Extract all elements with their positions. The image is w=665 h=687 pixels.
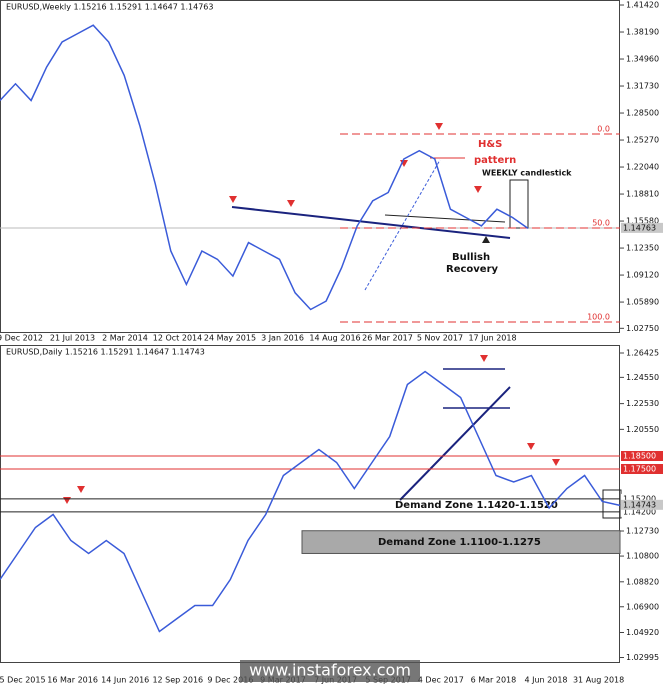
zone-label: Demand Zone 1.1100-1.1275 bbox=[378, 537, 541, 548]
y-tick-label: 1.20550 bbox=[626, 425, 659, 434]
last-price-label: 1.14763 bbox=[623, 223, 656, 232]
y-tick-label: 1.26425 bbox=[626, 348, 659, 357]
y-tick-label: 1.02995 bbox=[626, 653, 659, 662]
level-label: 1.15200 bbox=[623, 494, 656, 503]
fib-label: 50.0 bbox=[592, 218, 610, 227]
panel-title: EURUSD,Daily 1.15216 1.15291 1.14647 1.1… bbox=[6, 348, 205, 357]
y-tick-label: 1.02750 bbox=[626, 324, 659, 333]
last-price-label: 1.14743 bbox=[623, 500, 656, 509]
level-label: 1.14200 bbox=[623, 507, 656, 516]
x-tick-label: 21 Jul 2013 bbox=[50, 334, 95, 343]
watermark: www.instaforex.com bbox=[249, 661, 411, 680]
x-tick-label: 14 Jun 2016 bbox=[101, 676, 149, 685]
annotation: Recovery bbox=[446, 264, 499, 275]
y-tick-label: 1.10800 bbox=[626, 552, 659, 561]
annotation: WEEKLY candlestick bbox=[482, 169, 572, 178]
x-tick-label: 14 Aug 2016 bbox=[309, 334, 360, 343]
price-line bbox=[0, 24, 529, 311]
highlight-box bbox=[509, 179, 529, 229]
y-tick-label: 1.09120 bbox=[626, 271, 659, 280]
fib-label: 0.0 bbox=[597, 125, 610, 134]
y-tick-label: 1.31730 bbox=[626, 82, 659, 91]
panel-title: EURUSD,Weekly 1.15216 1.15291 1.14647 1.… bbox=[6, 3, 213, 12]
level-label: 1.18500 bbox=[623, 451, 656, 460]
x-tick-label: 9 Dec 2012 bbox=[0, 334, 43, 343]
arrows bbox=[63, 123, 560, 504]
x-tick-label: 17 Jun 2018 bbox=[468, 334, 516, 343]
last-price-tag bbox=[621, 499, 663, 510]
x-tick-label: 12 Sep 2016 bbox=[152, 676, 203, 685]
level-label: 1.17500 bbox=[623, 464, 656, 473]
y-tick-label: 1.22040 bbox=[626, 163, 659, 172]
x-tick-label: 15 Dec 2015 bbox=[0, 676, 46, 685]
y-tick-label: 1.18810 bbox=[626, 190, 659, 199]
x-tick-label: 26 Mar 2017 bbox=[362, 334, 413, 343]
y-tick-label: 1.38190 bbox=[626, 28, 659, 37]
annotation: Bullish bbox=[452, 252, 490, 263]
y-tick-label: 1.24550 bbox=[626, 373, 659, 382]
y-tick-label: 1.34960 bbox=[626, 55, 659, 64]
x-tick-label: 24 May 2015 bbox=[204, 334, 256, 343]
x-tick-label: 31 Aug 2018 bbox=[573, 676, 624, 685]
y-tick-label: 1.41420 bbox=[626, 1, 659, 10]
fib-label: 100.0 bbox=[587, 313, 610, 322]
price-line bbox=[0, 370, 621, 633]
y-tick-label: 1.06900 bbox=[626, 602, 659, 611]
level-tag bbox=[621, 493, 663, 504]
y-tick-label: 1.28500 bbox=[626, 109, 659, 118]
level-tag bbox=[621, 450, 663, 461]
y-tick-label: 1.15580 bbox=[626, 217, 659, 226]
x-tick-label: 6 Mar 2018 bbox=[471, 676, 517, 685]
level-tag bbox=[621, 506, 663, 517]
x-tick-label: 2 Mar 2014 bbox=[102, 334, 148, 343]
watermark-bg bbox=[240, 660, 420, 682]
zone-label: Demand Zone 1.1420-1.1520 bbox=[395, 500, 558, 511]
projection-line bbox=[364, 159, 441, 291]
y-tick-label: 1.22530 bbox=[626, 399, 659, 408]
y-tick-label: 1.04920 bbox=[626, 628, 659, 637]
y-tick-label: 1.05890 bbox=[626, 298, 659, 307]
annotation: H&S bbox=[478, 139, 502, 150]
y-tick-label: 1.08820 bbox=[626, 577, 659, 586]
panel-frame bbox=[0, 0, 620, 333]
y-tick-label: 1.12730 bbox=[626, 526, 659, 535]
last-price-tag bbox=[621, 222, 663, 233]
trend-line bbox=[231, 206, 511, 239]
y-tick-label: 1.25270 bbox=[626, 136, 659, 145]
y-tick-label: 1.12350 bbox=[626, 244, 659, 253]
x-tick-label: 9 Dec 2016 bbox=[207, 676, 253, 685]
level-tag bbox=[621, 463, 663, 474]
x-tick-label: 3 Jan 2016 bbox=[261, 334, 304, 343]
x-tick-label: 4 Dec 2017 bbox=[418, 676, 464, 685]
x-tick-label: 16 Mar 2016 bbox=[47, 676, 98, 685]
x-tick-label: 5 Nov 2017 bbox=[417, 334, 463, 343]
x-tick-label: 12 Oct 2014 bbox=[153, 334, 202, 343]
annotation: pattern bbox=[474, 155, 516, 166]
trend-line bbox=[399, 386, 511, 501]
x-tick-label: 4 Jun 2018 bbox=[524, 676, 567, 685]
demand-zone bbox=[301, 530, 621, 554]
trend-line bbox=[384, 214, 506, 223]
